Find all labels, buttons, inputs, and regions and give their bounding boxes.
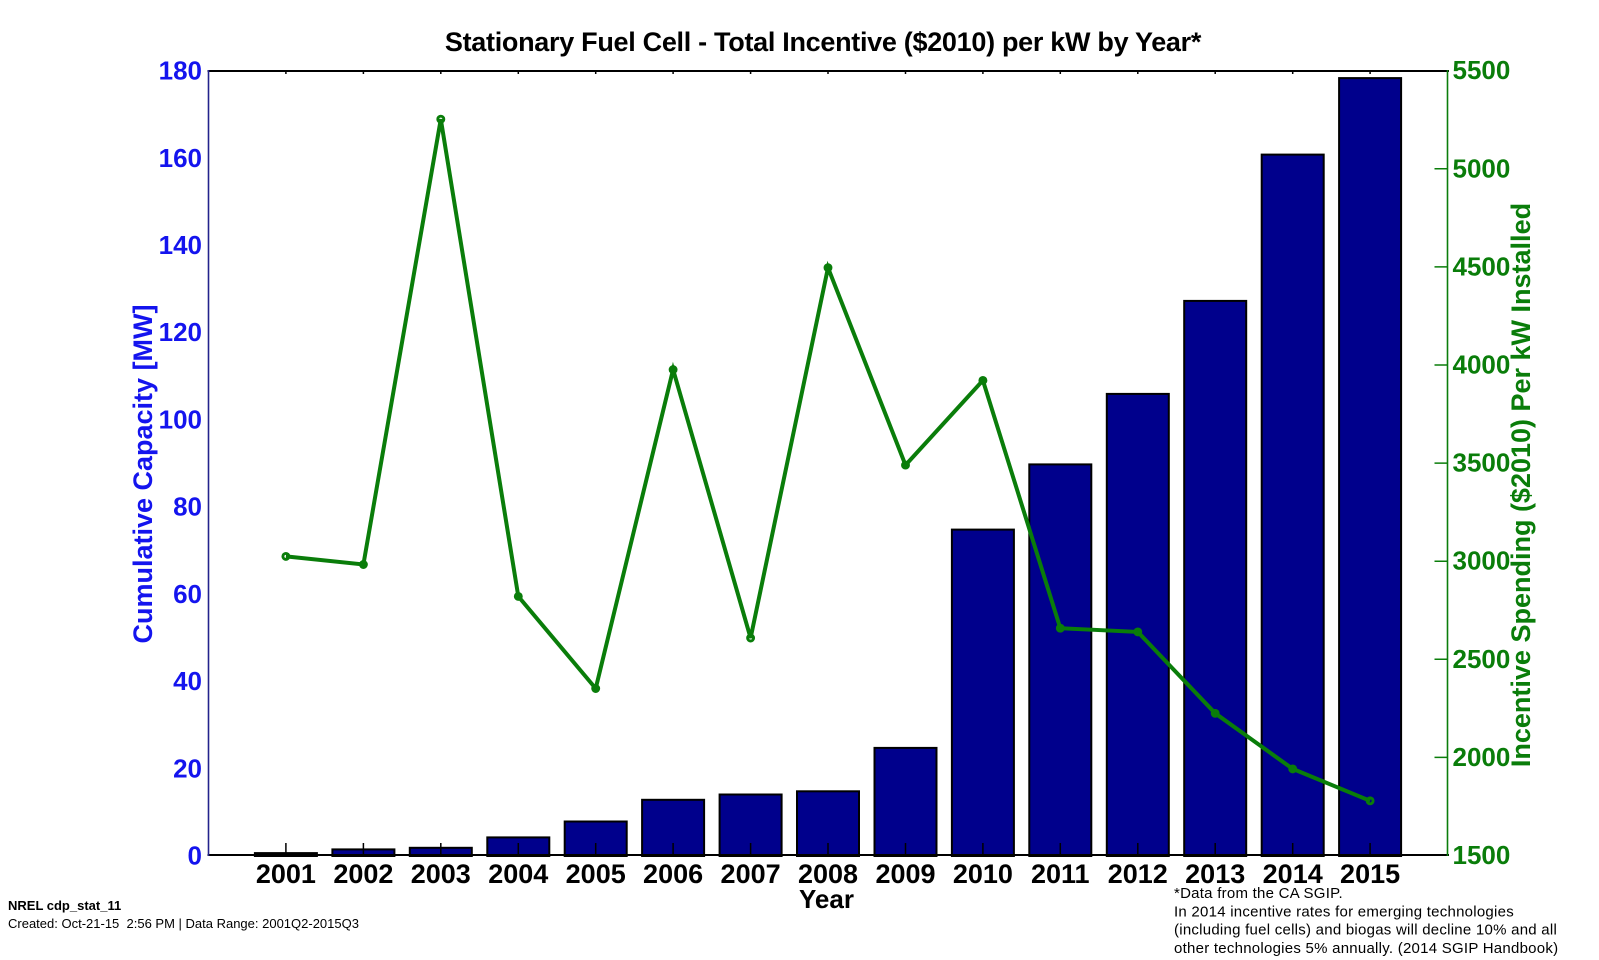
- svg-text:3000: 3000: [1453, 546, 1511, 576]
- svg-text:100: 100: [159, 404, 202, 434]
- svg-text:2013: 2013: [1185, 859, 1245, 889]
- svg-text:In 2014 incentive rates for em: In 2014 incentive rates for emerging tec…: [1174, 903, 1514, 920]
- svg-text:140: 140: [159, 230, 202, 260]
- svg-text:1500: 1500: [1453, 840, 1511, 870]
- svg-text:2014: 2014: [1263, 859, 1323, 889]
- svg-text:2008: 2008: [798, 859, 858, 889]
- svg-text:2500: 2500: [1453, 644, 1511, 674]
- svg-text:NREL cdp_stat_11: NREL cdp_stat_11: [8, 898, 121, 913]
- svg-text:2009: 2009: [875, 859, 935, 889]
- svg-text:2005: 2005: [566, 859, 626, 889]
- svg-text:Stationary Fuel Cell - Total I: Stationary Fuel Cell - Total Incentive (…: [445, 27, 1202, 57]
- svg-text:0: 0: [188, 841, 202, 871]
- svg-text:3500: 3500: [1453, 448, 1511, 478]
- svg-text:2015: 2015: [1340, 859, 1400, 889]
- svg-text:2004: 2004: [488, 859, 548, 889]
- svg-text:other technologies 5% annually: other technologies 5% annually. (2014 SG…: [1174, 940, 1558, 957]
- svg-text:Incentive Spending ($2010) Per: Incentive Spending ($2010) Per kW Instal…: [1506, 203, 1536, 767]
- svg-text:160: 160: [159, 143, 202, 173]
- svg-text:2003: 2003: [411, 859, 471, 889]
- svg-text:120: 120: [159, 317, 202, 347]
- svg-text:5000: 5000: [1453, 153, 1511, 183]
- svg-text:2001: 2001: [256, 859, 316, 889]
- svg-text:(including fuel cells) and bio: (including fuel cells) and biogas will d…: [1174, 922, 1557, 939]
- svg-text:2007: 2007: [721, 859, 781, 889]
- svg-text:80: 80: [173, 492, 202, 522]
- svg-text:2012: 2012: [1108, 859, 1168, 889]
- svg-text:2010: 2010: [953, 859, 1013, 889]
- svg-text:2011: 2011: [1031, 859, 1090, 889]
- svg-text:Year: Year: [799, 884, 854, 914]
- svg-text:4500: 4500: [1453, 251, 1511, 281]
- svg-text:4000: 4000: [1453, 350, 1511, 380]
- svg-text:60: 60: [173, 579, 202, 609]
- svg-text:*Data from the CA SGIP.: *Data from the CA SGIP.: [1174, 885, 1343, 902]
- svg-text:Cumulative Capacity [MW]: Cumulative Capacity [MW]: [128, 304, 158, 643]
- svg-text:2000: 2000: [1453, 742, 1511, 772]
- svg-text:2006: 2006: [643, 859, 703, 889]
- svg-text:Created: Oct-21-15 2:56 PM |: Created: Oct-21-15 2:56 PM | Data Range:…: [8, 916, 359, 931]
- svg-text:2002: 2002: [333, 859, 393, 889]
- svg-text:180: 180: [159, 56, 202, 86]
- svg-text:20: 20: [173, 753, 202, 783]
- svg-text:40: 40: [173, 666, 202, 696]
- svg-text:5500: 5500: [1453, 55, 1511, 85]
